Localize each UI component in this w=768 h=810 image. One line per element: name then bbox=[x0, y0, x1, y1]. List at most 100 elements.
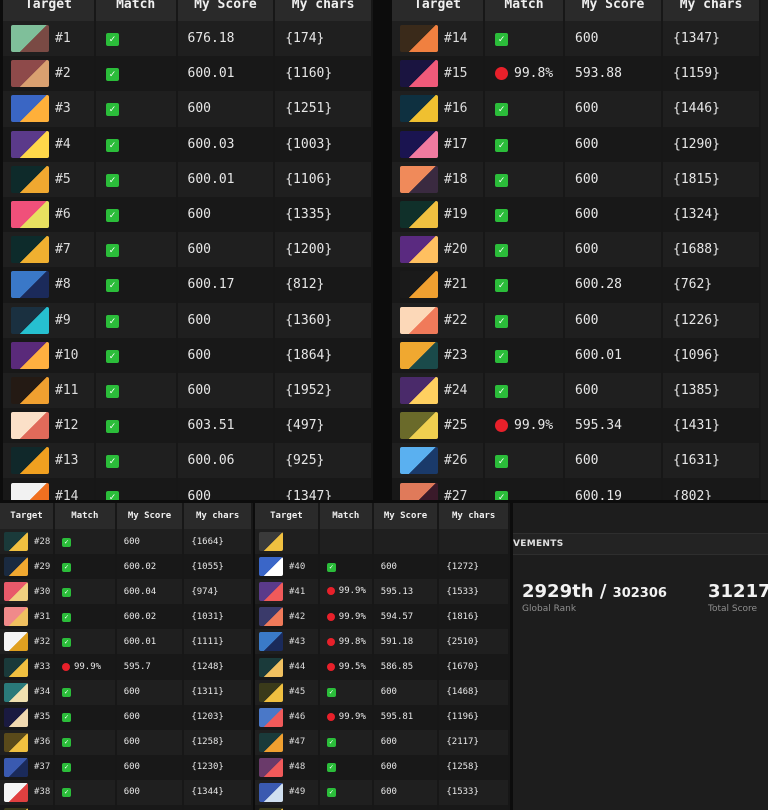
target-id[interactable]: #49 bbox=[289, 787, 306, 798]
target-id[interactable]: #42 bbox=[289, 611, 306, 622]
target-thumbnail[interactable] bbox=[4, 808, 28, 810]
target-id[interactable]: #20 bbox=[444, 242, 468, 258]
target-id[interactable]: #28 bbox=[34, 536, 51, 547]
target-thumbnail[interactable] bbox=[259, 557, 283, 577]
target-id[interactable]: #22 bbox=[444, 312, 468, 328]
target-id[interactable]: #4 bbox=[55, 136, 71, 152]
target-thumbnail[interactable] bbox=[259, 707, 283, 727]
target-thumbnail[interactable] bbox=[4, 757, 28, 777]
target-thumbnail[interactable] bbox=[259, 632, 283, 652]
target-thumbnail[interactable] bbox=[400, 130, 438, 158]
target-id[interactable]: #36 bbox=[34, 737, 51, 748]
target-thumbnail[interactable] bbox=[259, 607, 283, 627]
target-thumbnail[interactable] bbox=[11, 95, 49, 123]
target-thumbnail[interactable] bbox=[11, 341, 49, 369]
target-id[interactable]: #45 bbox=[289, 687, 306, 698]
target-thumbnail[interactable] bbox=[11, 482, 49, 500]
target-id[interactable]: #8 bbox=[55, 277, 71, 293]
target-id[interactable]: #13 bbox=[55, 453, 79, 469]
target-thumbnail[interactable] bbox=[4, 782, 28, 802]
target-id[interactable]: #3 bbox=[55, 101, 71, 117]
target-id[interactable]: #35 bbox=[34, 712, 51, 723]
target-id[interactable]: #31 bbox=[34, 611, 51, 622]
target-id[interactable]: #27 bbox=[444, 488, 468, 500]
target-thumbnail[interactable] bbox=[400, 447, 438, 475]
target-id[interactable]: #32 bbox=[34, 636, 51, 647]
target-id[interactable]: #48 bbox=[289, 762, 306, 773]
target-id[interactable]: #2 bbox=[55, 66, 71, 82]
target-thumbnail[interactable] bbox=[259, 657, 283, 677]
target-id[interactable]: #14 bbox=[55, 488, 79, 500]
target-thumbnail[interactable] bbox=[400, 412, 438, 440]
target-thumbnail[interactable] bbox=[11, 271, 49, 299]
target-id[interactable]: #38 bbox=[34, 787, 51, 798]
target-thumbnail[interactable] bbox=[400, 306, 438, 334]
target-thumbnail[interactable] bbox=[4, 707, 28, 727]
target-id[interactable]: #44 bbox=[289, 662, 306, 673]
target-thumbnail[interactable] bbox=[4, 582, 28, 602]
target-thumbnail[interactable] bbox=[11, 447, 49, 475]
target-id[interactable]: #15 bbox=[444, 66, 468, 82]
target-id[interactable]: #25 bbox=[444, 418, 468, 434]
target-thumbnail[interactable] bbox=[259, 808, 283, 810]
target-id[interactable]: #7 bbox=[55, 242, 71, 258]
target-id[interactable]: #10 bbox=[55, 347, 79, 363]
target-id[interactable]: #37 bbox=[34, 762, 51, 773]
target-id[interactable]: #23 bbox=[444, 347, 468, 363]
target-thumbnail[interactable] bbox=[4, 632, 28, 652]
target-thumbnail[interactable] bbox=[11, 236, 49, 264]
target-thumbnail[interactable] bbox=[400, 271, 438, 299]
target-thumbnail[interactable] bbox=[4, 532, 28, 552]
target-id[interactable]: #41 bbox=[289, 586, 306, 597]
target-thumbnail[interactable] bbox=[11, 412, 49, 440]
target-id[interactable]: #47 bbox=[289, 737, 306, 748]
target-id[interactable]: #21 bbox=[444, 277, 468, 293]
target-thumbnail[interactable] bbox=[4, 732, 28, 752]
target-id[interactable]: #33 bbox=[34, 662, 51, 673]
target-thumbnail[interactable] bbox=[11, 25, 49, 53]
target-thumbnail[interactable] bbox=[259, 682, 283, 702]
target-thumbnail[interactable] bbox=[400, 25, 438, 53]
target-thumbnail[interactable] bbox=[4, 682, 28, 702]
target-thumbnail[interactable] bbox=[4, 657, 28, 677]
target-id[interactable]: #14 bbox=[444, 31, 468, 47]
target-id[interactable]: #34 bbox=[34, 687, 51, 698]
target-id[interactable]: #30 bbox=[34, 586, 51, 597]
target-id[interactable]: #16 bbox=[444, 101, 468, 117]
target-thumbnail[interactable] bbox=[400, 60, 438, 88]
target-thumbnail[interactable] bbox=[400, 165, 438, 193]
target-id[interactable]: #11 bbox=[55, 382, 79, 398]
target-thumbnail[interactable] bbox=[259, 532, 283, 552]
target-thumbnail[interactable] bbox=[4, 557, 28, 577]
target-id[interactable]: #43 bbox=[289, 636, 306, 647]
target-thumbnail[interactable] bbox=[400, 236, 438, 264]
target-thumbnail[interactable] bbox=[4, 607, 28, 627]
target-thumbnail[interactable] bbox=[259, 782, 283, 802]
target-thumbnail[interactable] bbox=[259, 757, 283, 777]
target-thumbnail[interactable] bbox=[400, 95, 438, 123]
target-thumbnail[interactable] bbox=[11, 130, 49, 158]
target-thumbnail[interactable] bbox=[11, 60, 49, 88]
target-id[interactable]: #29 bbox=[34, 561, 51, 572]
target-thumbnail[interactable] bbox=[11, 306, 49, 334]
target-id[interactable]: #40 bbox=[289, 561, 306, 572]
target-id[interactable]: #1 bbox=[55, 31, 71, 47]
target-id[interactable]: #18 bbox=[444, 171, 468, 187]
target-thumbnail[interactable] bbox=[11, 201, 49, 229]
target-id[interactable]: #19 bbox=[444, 207, 468, 223]
target-thumbnail[interactable] bbox=[400, 482, 438, 500]
target-thumbnail[interactable] bbox=[11, 165, 49, 193]
target-thumbnail[interactable] bbox=[259, 732, 283, 752]
target-id[interactable]: #12 bbox=[55, 418, 79, 434]
target-id[interactable]: #6 bbox=[55, 207, 71, 223]
target-thumbnail[interactable] bbox=[400, 201, 438, 229]
target-thumbnail[interactable] bbox=[400, 376, 438, 404]
target-id[interactable]: #46 bbox=[289, 712, 306, 723]
target-thumbnail[interactable] bbox=[400, 341, 438, 369]
target-id[interactable]: #17 bbox=[444, 136, 468, 152]
target-id[interactable]: #24 bbox=[444, 382, 468, 398]
target-id[interactable]: #9 bbox=[55, 312, 71, 328]
target-id[interactable]: #5 bbox=[55, 171, 71, 187]
target-thumbnail[interactable] bbox=[11, 376, 49, 404]
target-thumbnail[interactable] bbox=[259, 582, 283, 602]
